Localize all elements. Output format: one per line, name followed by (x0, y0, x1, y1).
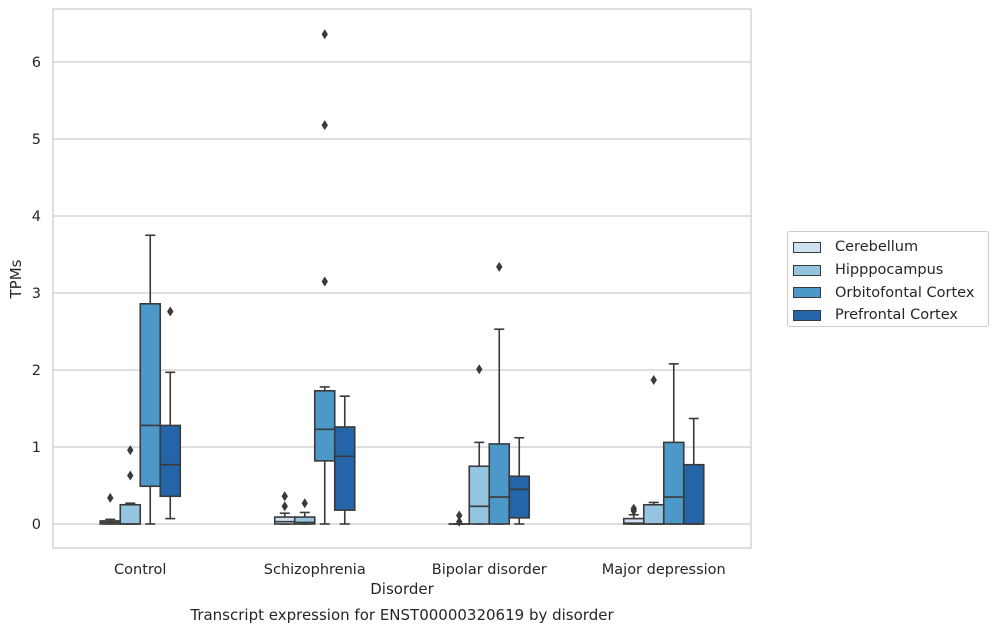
legend-swatch-hippocampus (793, 264, 821, 276)
box-iqr (642, 503, 665, 525)
legend-swatch-prefrontal-cortex (793, 309, 821, 321)
series-3 (159, 306, 705, 525)
series-0 (99, 491, 645, 527)
box-iqr (682, 463, 705, 525)
y-axis-label: TPMs (7, 259, 25, 299)
outlier-point (630, 503, 637, 514)
y-tick-label: 6 (32, 55, 41, 71)
x-tick-label: Major depression (602, 562, 726, 578)
outlier-point (321, 276, 328, 287)
box (448, 510, 471, 527)
box (159, 306, 182, 520)
x-tick-label: Schizophrenia (264, 562, 366, 578)
box-iqr (293, 516, 316, 525)
box-series (99, 29, 705, 527)
legend-item-prefrontal-cortex: Prefrontal Cortex (793, 304, 988, 327)
chart-caption: Transcript expression for ENST0000032061… (190, 606, 614, 624)
box (662, 363, 685, 525)
x-axis-label: Disorder (370, 580, 434, 598)
box (139, 234, 162, 525)
box (682, 417, 705, 525)
legend-label-prefrontal-cortex: Prefrontal Cortex (835, 307, 958, 324)
legend-item-orbitofrontal-cortex: Orbitofontal Cortex (793, 281, 988, 304)
y-tick-label: 4 (32, 209, 41, 225)
plot-area-frame (52, 8, 752, 549)
box (99, 492, 122, 525)
legend-item-hippocampus: Hipppocampus (793, 259, 988, 282)
outlier-point (127, 445, 134, 456)
legend-swatch-cerebellum (793, 241, 821, 253)
box (642, 375, 665, 525)
legend-label-cerebellum: Cerebellum (835, 239, 919, 256)
box-iqr (159, 424, 182, 498)
y-tick-labels: 0 1 2 3 4 5 6 (32, 55, 41, 533)
box (488, 261, 511, 525)
box (508, 436, 531, 525)
box-iqr (119, 503, 142, 525)
outlier-point (456, 516, 463, 527)
legend: Cerebellum Hipppocampus Orbitofontal Cor… (787, 231, 989, 327)
outlier-point (127, 470, 134, 481)
outlier-point (650, 375, 657, 386)
x-tick-label: Control (114, 562, 166, 578)
x-tick-label: Bipolar disorder (432, 562, 547, 578)
outlier-point (476, 364, 483, 375)
x-tick-labels: Control Schizophrenia Bipolar disorder Majo… (114, 562, 726, 578)
outlier-point (456, 510, 463, 521)
box (468, 364, 491, 525)
y-tick-label: 1 (32, 440, 41, 456)
legend-swatch-orbitofrontal-cortex (793, 287, 821, 299)
outlier-point (107, 492, 114, 503)
box (313, 29, 336, 525)
box (273, 491, 296, 525)
outlier-point (321, 120, 328, 131)
y-tick-label: 2 (32, 363, 41, 379)
outlier-point (496, 261, 503, 272)
outlier-point (281, 491, 288, 502)
box-iqr (508, 475, 531, 519)
legend-label-orbitofrontal-cortex: Orbitofontal Cortex (835, 284, 975, 301)
outlier-point (167, 306, 174, 317)
outlier-point (301, 498, 308, 509)
box-iqr (468, 465, 491, 525)
legend-label-hippocampus: Hipppocampus (835, 262, 944, 279)
series-1 (119, 364, 665, 525)
box-iqr (313, 389, 336, 462)
series-2 (139, 29, 685, 525)
legend-item-cerebellum: Cerebellum (793, 236, 988, 259)
y-tick-label: 3 (32, 286, 41, 302)
box (293, 498, 316, 525)
outlier-point (281, 501, 288, 512)
outlier-point (321, 29, 328, 40)
box (333, 395, 356, 525)
box-iqr (139, 302, 162, 488)
box-iqr (488, 443, 511, 525)
box-iqr (273, 516, 296, 525)
box-iqr (662, 441, 685, 525)
box (119, 445, 142, 525)
box-iqr (333, 426, 356, 511)
y-tick-label: 0 (32, 517, 41, 533)
y-tick-label: 5 (32, 132, 41, 148)
box (622, 503, 645, 525)
